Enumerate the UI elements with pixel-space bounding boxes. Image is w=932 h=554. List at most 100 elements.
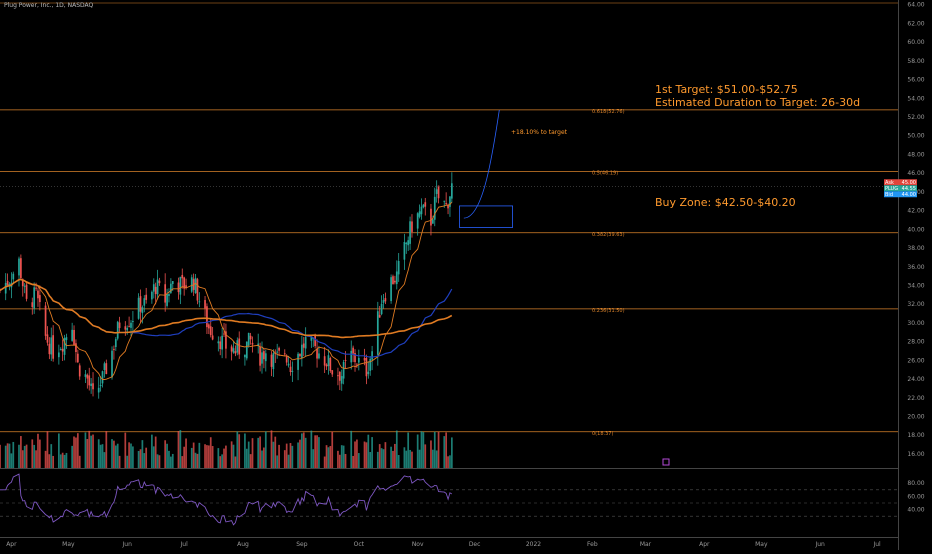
candle-body: [407, 240, 410, 246]
volume-bar: [369, 452, 372, 468]
candle-body: [344, 360, 347, 362]
y-tick-label: 50.00: [907, 133, 924, 140]
candle-body: [297, 353, 299, 370]
volume-bar: [76, 433, 79, 468]
volume-bar: [259, 436, 261, 468]
volume-bar: [223, 448, 225, 468]
candle-body: [380, 303, 383, 315]
candle-body: [238, 338, 241, 355]
candle-body: [318, 353, 320, 359]
volume-bar: [168, 450, 170, 468]
volume-bar: [78, 455, 81, 468]
candle-body: [356, 364, 358, 366]
candle-body: [422, 204, 425, 208]
volume-bar: [166, 443, 168, 468]
y-tick-label: 26.00: [907, 357, 924, 364]
volume-bar: [33, 444, 36, 468]
volume-bar: [25, 444, 28, 468]
volume-bar: [52, 455, 55, 468]
volume-bar: [113, 440, 115, 468]
volume-bar: [433, 431, 436, 468]
candle-body: [59, 349, 62, 351]
y-tick-label: 30.00: [907, 320, 924, 327]
volume-bar: [249, 454, 252, 468]
candle-body: [73, 329, 75, 346]
price-tag: [884, 185, 917, 192]
x-tick-label: Jul: [872, 541, 881, 548]
volume-bar: [357, 453, 360, 468]
volume-bar: [274, 436, 277, 468]
candle-body: [103, 363, 106, 371]
volume-bar: [340, 445, 343, 468]
volume-bar: [114, 445, 117, 468]
volume-bar: [230, 441, 233, 468]
candle-body: [177, 282, 180, 293]
volume-bar: [371, 437, 373, 468]
volume-bar: [247, 441, 250, 468]
candle-body: [185, 285, 187, 289]
volume-bar: [170, 456, 172, 468]
volume-bar: [118, 455, 121, 468]
candle-body: [395, 271, 398, 285]
volume-bar: [363, 441, 366, 468]
volume-bar: [185, 438, 187, 468]
candle-body: [234, 351, 237, 354]
candle-body: [132, 320, 134, 322]
volume-bar: [437, 431, 440, 468]
x-tick-label: Feb: [587, 541, 598, 548]
candle-body: [394, 280, 396, 283]
volume-bar: [411, 451, 413, 468]
candle-body: [325, 364, 328, 367]
candle-body: [259, 346, 261, 366]
volume-bar: [158, 455, 161, 468]
candle-body: [111, 350, 113, 378]
candle-body: [245, 341, 248, 359]
volume-bar: [384, 442, 387, 468]
candle-body: [196, 279, 199, 301]
x-tick-label: Apr: [6, 541, 17, 548]
candle-body: [92, 383, 94, 390]
candle-body: [230, 346, 233, 352]
volume-bar: [331, 431, 334, 468]
volume-bar: [416, 434, 419, 468]
volume-bar: [61, 452, 64, 468]
volume-bar: [0, 444, 1, 468]
volume-bar: [63, 454, 66, 468]
volume-bar: [405, 450, 408, 468]
candle-body: [105, 363, 108, 375]
volume-bar: [382, 449, 385, 468]
candle-body: [183, 277, 186, 289]
volume-bar: [211, 446, 214, 468]
volume-bar: [367, 434, 370, 468]
volume-bar: [39, 439, 41, 468]
volume-bar: [378, 444, 381, 468]
x-tick-label: Jul: [180, 541, 189, 548]
volume-bar: [297, 442, 299, 468]
volume-bar: [380, 448, 383, 468]
volume-bar: [329, 446, 332, 468]
candle-body: [31, 302, 34, 308]
volume-bar: [407, 432, 410, 468]
volume-bar: [450, 437, 453, 468]
candle-body: [270, 354, 273, 367]
candle-body: [430, 208, 432, 226]
candle-body: [190, 277, 193, 292]
volume-bar: [278, 444, 280, 468]
volume-bar: [314, 435, 317, 468]
volume-bar: [270, 430, 273, 468]
price-tag-label: Ask: [885, 180, 894, 186]
volume-bar: [285, 443, 288, 468]
candle-body: [263, 351, 265, 360]
volume-bar: [198, 442, 201, 468]
candle-body: [217, 341, 220, 344]
volume-bar: [124, 432, 127, 468]
candle-body: [291, 370, 294, 372]
volume-bar: [183, 446, 186, 468]
volume-bar: [301, 433, 303, 468]
y-tick-label: 22.00: [907, 395, 924, 402]
x-tick-label: Apr: [699, 541, 710, 548]
volume-bar: [139, 449, 142, 468]
candle-body: [211, 335, 214, 340]
